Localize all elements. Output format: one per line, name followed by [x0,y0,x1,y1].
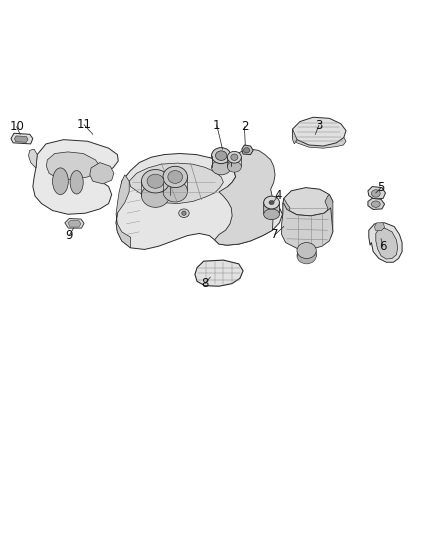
Ellipse shape [182,211,186,215]
Ellipse shape [70,171,83,194]
Ellipse shape [264,209,279,220]
Ellipse shape [212,160,231,175]
Ellipse shape [231,154,238,160]
Text: 10: 10 [9,120,24,133]
Polygon shape [293,133,346,148]
Polygon shape [368,198,385,209]
Polygon shape [68,220,81,227]
Polygon shape [11,133,33,144]
Text: 7: 7 [271,228,279,241]
Ellipse shape [371,201,380,207]
Polygon shape [14,136,28,142]
Ellipse shape [371,190,380,197]
Ellipse shape [141,169,170,193]
Polygon shape [283,198,290,239]
Ellipse shape [227,161,241,172]
Polygon shape [129,163,223,204]
Polygon shape [369,223,402,262]
Ellipse shape [227,151,241,163]
Polygon shape [28,149,37,168]
Polygon shape [282,204,333,249]
Ellipse shape [212,148,231,164]
Ellipse shape [179,209,189,217]
Polygon shape [116,175,131,248]
Text: 11: 11 [77,118,92,131]
Ellipse shape [297,243,316,259]
Polygon shape [374,223,385,231]
Polygon shape [33,140,118,214]
Polygon shape [283,188,333,216]
Text: 8: 8 [201,277,208,290]
Polygon shape [65,219,84,228]
Ellipse shape [163,181,187,202]
Ellipse shape [163,166,187,188]
Polygon shape [46,152,100,180]
Polygon shape [242,145,253,155]
Text: 2: 2 [240,120,248,133]
Polygon shape [293,117,346,146]
Ellipse shape [168,171,183,183]
Polygon shape [215,149,275,245]
Ellipse shape [264,196,279,209]
Text: 1: 1 [213,119,221,132]
Polygon shape [116,154,283,249]
Ellipse shape [269,200,274,205]
Ellipse shape [141,184,170,207]
Ellipse shape [53,168,68,195]
Text: 3: 3 [315,119,322,132]
Polygon shape [368,187,385,199]
Polygon shape [325,195,333,241]
Text: 6: 6 [379,240,387,253]
Polygon shape [293,129,297,144]
Polygon shape [195,260,243,286]
Ellipse shape [215,151,227,160]
Polygon shape [376,228,398,259]
Text: 9: 9 [65,229,73,242]
Text: 4: 4 [275,189,283,201]
Polygon shape [264,203,279,220]
Polygon shape [90,163,114,184]
Text: 5: 5 [378,181,385,194]
Ellipse shape [244,148,250,153]
Ellipse shape [147,174,164,188]
Ellipse shape [297,248,316,264]
